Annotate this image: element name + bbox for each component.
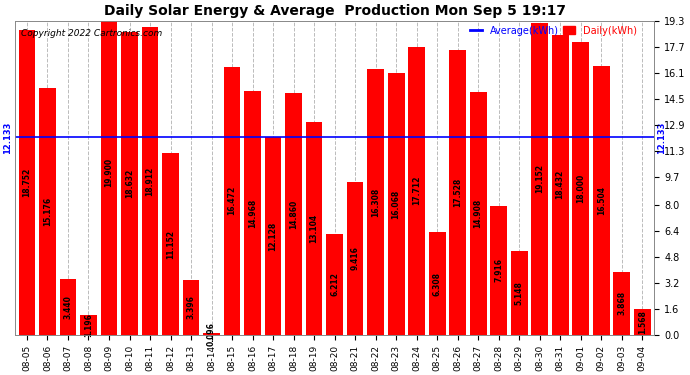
- Text: Copyright 2022 Cartronics.com: Copyright 2022 Cartronics.com: [21, 28, 162, 38]
- Text: 17.528: 17.528: [453, 178, 462, 207]
- Bar: [101, 11, 117, 335]
- Text: 14.908: 14.908: [473, 199, 482, 228]
- Text: 1.568: 1.568: [638, 310, 647, 334]
- Bar: [285, 93, 302, 335]
- Bar: [121, 32, 138, 335]
- Text: 1.196: 1.196: [84, 313, 93, 337]
- Bar: [203, 333, 220, 335]
- Bar: [19, 30, 35, 335]
- Bar: [265, 138, 282, 335]
- Text: 16.068: 16.068: [392, 189, 401, 219]
- Text: 18.432: 18.432: [555, 170, 564, 200]
- Text: 19.152: 19.152: [535, 165, 544, 194]
- Text: 14.968: 14.968: [248, 198, 257, 228]
- Text: 3.440: 3.440: [63, 295, 72, 319]
- Text: 15.176: 15.176: [43, 197, 52, 226]
- Bar: [162, 153, 179, 335]
- Bar: [572, 42, 589, 335]
- Bar: [593, 66, 609, 335]
- Text: 18.000: 18.000: [576, 174, 585, 203]
- Bar: [634, 309, 651, 335]
- Bar: [80, 315, 97, 335]
- Text: 5.148: 5.148: [515, 281, 524, 305]
- Text: 16.472: 16.472: [228, 186, 237, 215]
- Bar: [367, 69, 384, 335]
- Text: 16.504: 16.504: [597, 186, 606, 215]
- Text: 6.212: 6.212: [330, 272, 339, 296]
- Text: 18.912: 18.912: [146, 166, 155, 196]
- Text: 19.900: 19.900: [104, 158, 113, 188]
- Title: Daily Solar Energy & Average  Production Mon Sep 5 19:17: Daily Solar Energy & Average Production …: [104, 4, 566, 18]
- Bar: [408, 46, 425, 335]
- Text: 3.868: 3.868: [617, 291, 626, 315]
- Bar: [613, 272, 630, 335]
- Text: 0.096: 0.096: [207, 322, 216, 346]
- Text: 18.632: 18.632: [125, 169, 134, 198]
- Bar: [141, 27, 159, 335]
- Text: 3.396: 3.396: [186, 295, 195, 319]
- Text: 7.916: 7.916: [494, 258, 503, 282]
- Text: 16.308: 16.308: [371, 188, 380, 217]
- Text: 11.152: 11.152: [166, 230, 175, 259]
- Bar: [326, 234, 343, 335]
- Text: 6.308: 6.308: [433, 272, 442, 296]
- Bar: [470, 92, 486, 335]
- Text: 14.860: 14.860: [289, 199, 298, 228]
- Bar: [428, 232, 446, 335]
- Text: 12.128: 12.128: [268, 222, 277, 251]
- Bar: [552, 35, 569, 335]
- Bar: [511, 251, 528, 335]
- Bar: [490, 206, 507, 335]
- Bar: [59, 279, 77, 335]
- Bar: [244, 91, 261, 335]
- Text: 13.104: 13.104: [310, 214, 319, 243]
- Bar: [346, 182, 364, 335]
- Text: 12.133: 12.133: [3, 121, 12, 154]
- Text: 17.712: 17.712: [412, 176, 421, 206]
- Bar: [183, 280, 199, 335]
- Bar: [224, 67, 240, 335]
- Bar: [388, 74, 404, 335]
- Legend: Average(kWh), Daily(kWh): Average(kWh), Daily(kWh): [470, 26, 637, 36]
- Text: 18.752: 18.752: [23, 168, 32, 197]
- Bar: [306, 122, 322, 335]
- Bar: [531, 23, 548, 335]
- Text: 12.133: 12.133: [657, 121, 666, 154]
- Text: 9.416: 9.416: [351, 246, 359, 270]
- Bar: [449, 50, 466, 335]
- Bar: [39, 88, 56, 335]
